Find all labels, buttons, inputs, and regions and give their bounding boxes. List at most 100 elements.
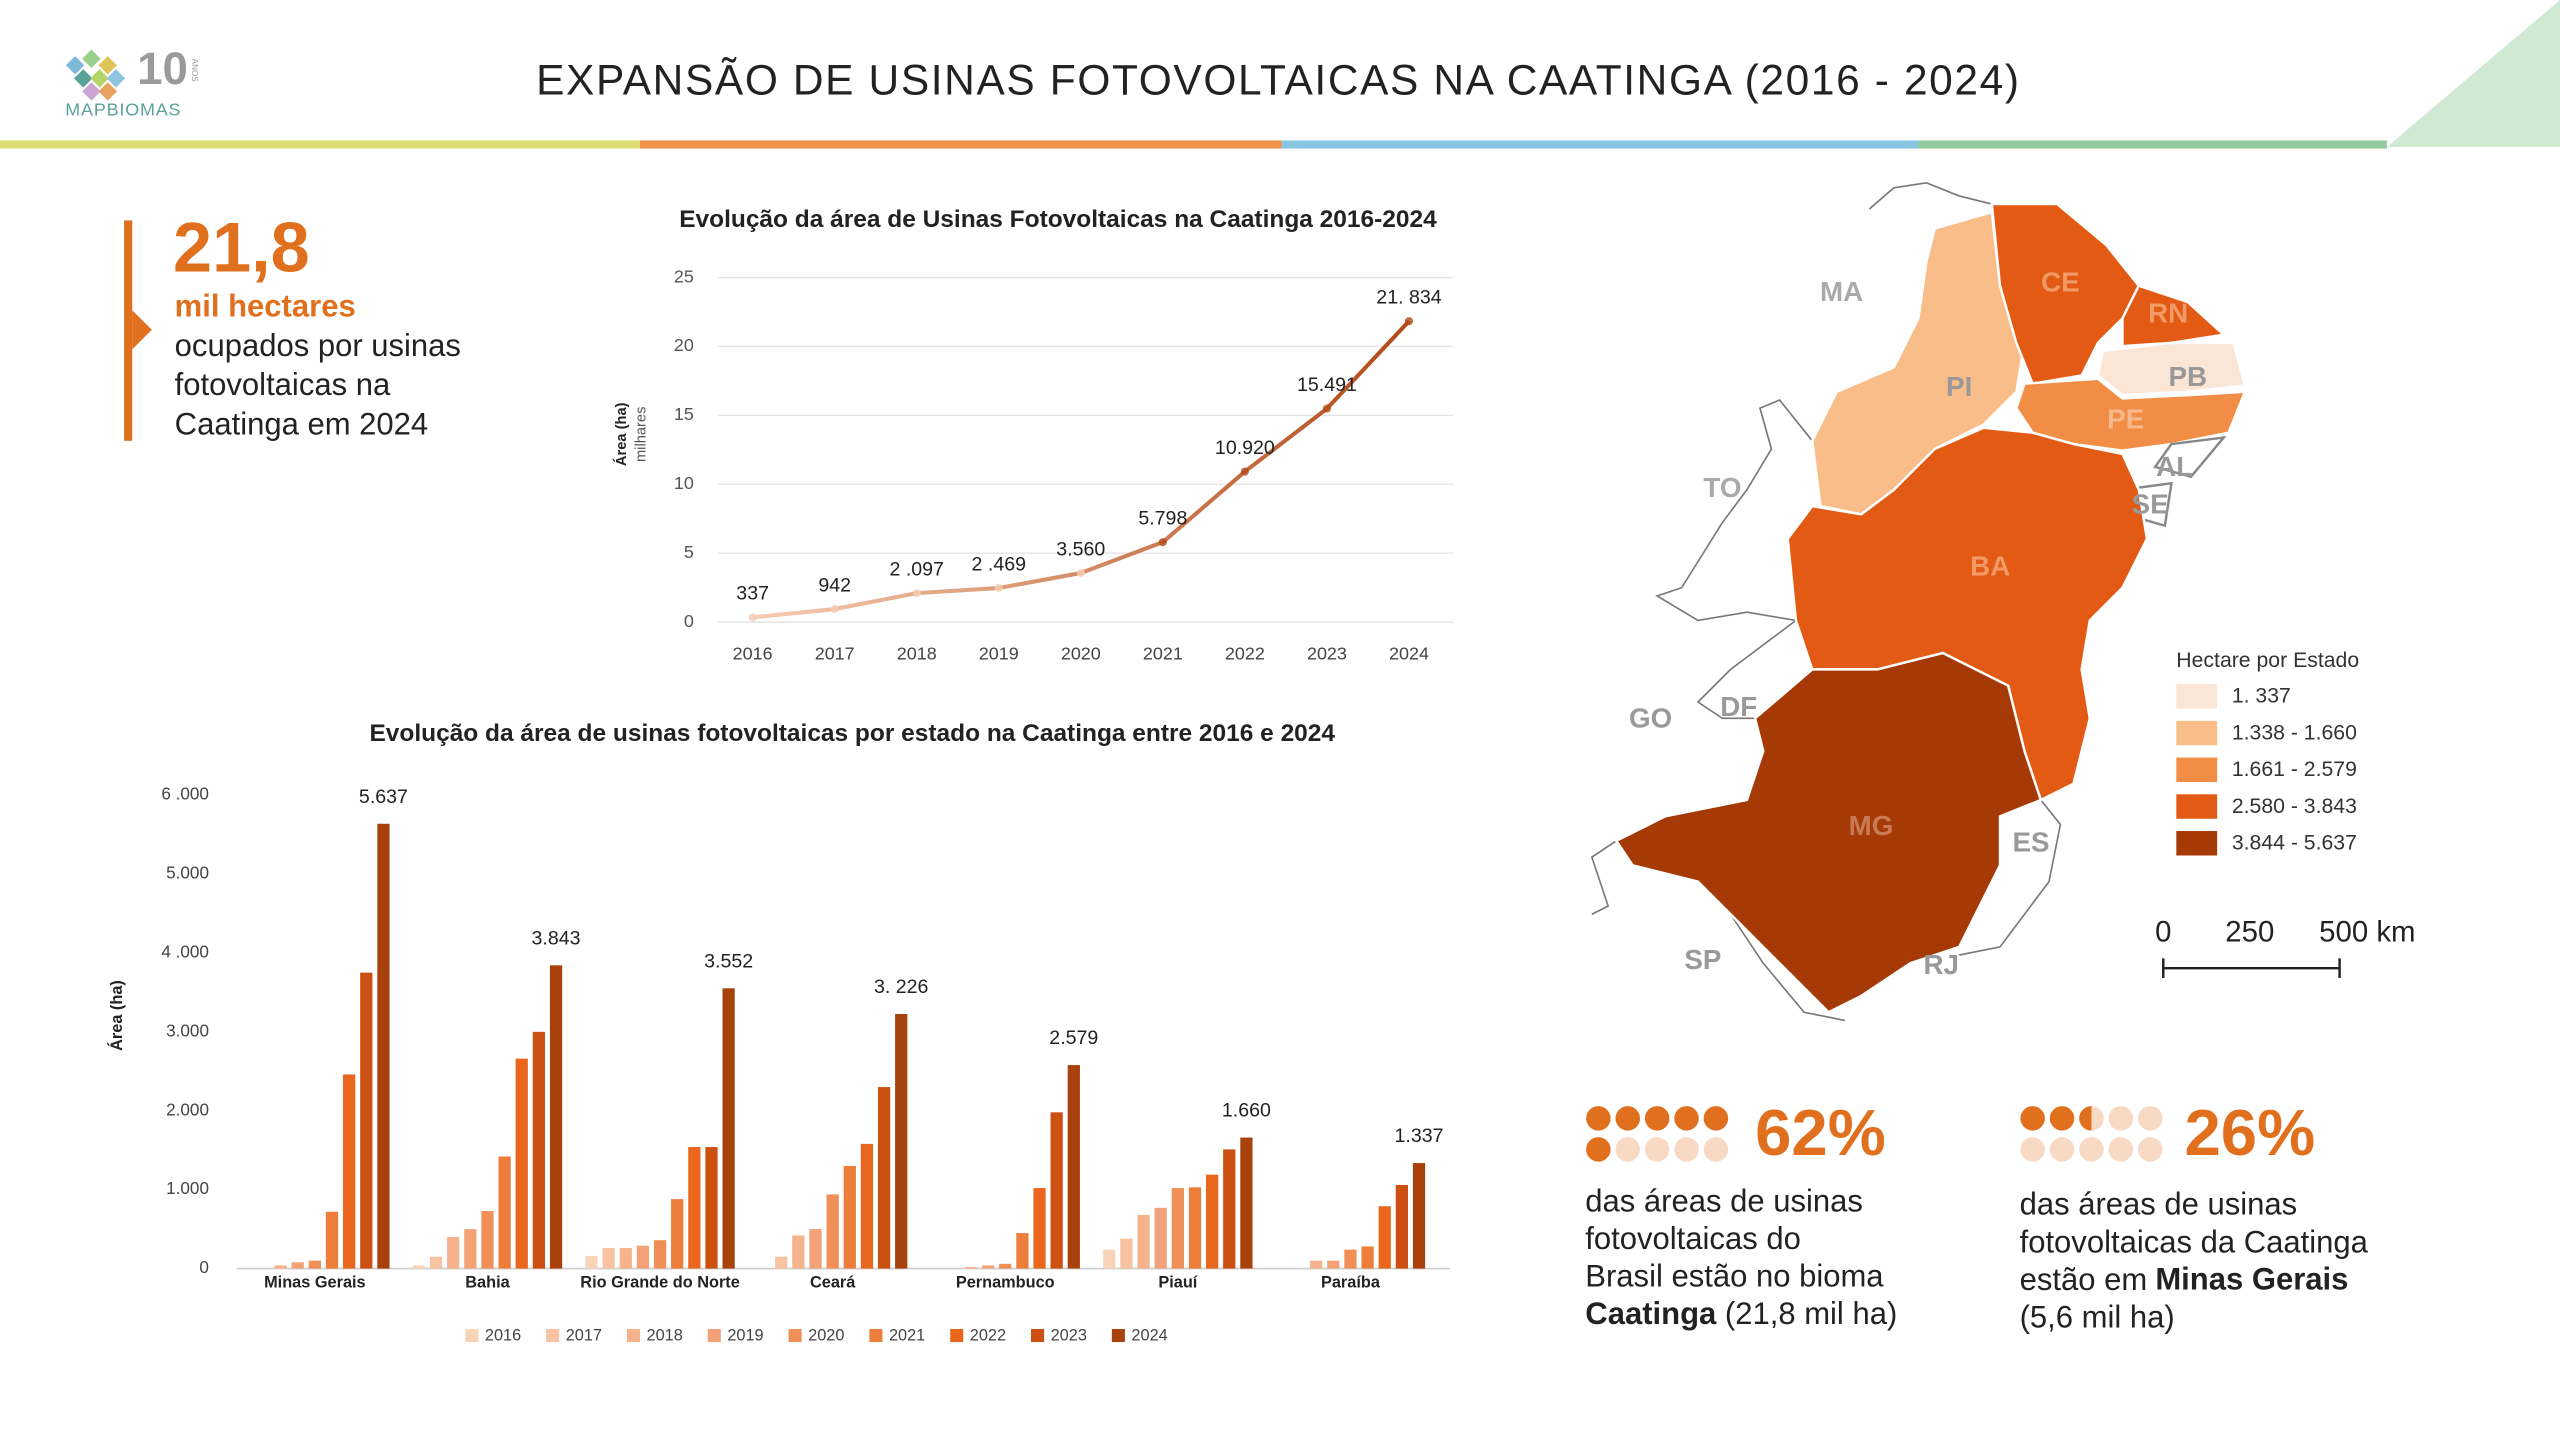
state-label: CE: [2041, 266, 2080, 297]
state-label: TO: [1703, 472, 1741, 503]
stat-dot: [2049, 1106, 2075, 1131]
bar: [515, 1058, 528, 1269]
legend-label: 3.844 - 5.637: [2232, 832, 2357, 855]
bar: [585, 1255, 598, 1269]
bar: [1137, 1214, 1150, 1269]
x-tick-label: Rio Grande do Norte: [580, 1274, 740, 1292]
stat-line: das áreas de usinas: [2020, 1187, 2298, 1222]
bar: [291, 1262, 304, 1269]
value-label: 2 .469: [972, 553, 1026, 575]
value-label: 3.552: [704, 950, 753, 972]
y-tick-label: 20: [674, 335, 694, 355]
point: [748, 613, 757, 622]
bar: [412, 1265, 426, 1269]
y-axis-label: Área (ha): [107, 980, 126, 1051]
legend-swatch: [2176, 757, 2218, 783]
bar: [688, 1147, 701, 1269]
bar: [1154, 1207, 1167, 1269]
state-label: PE: [2107, 404, 2144, 435]
x-tick-label: Minas Gerais: [264, 1274, 366, 1292]
bar: [619, 1248, 632, 1269]
bar: [308, 1260, 321, 1269]
header-bar: [0, 140, 640, 149]
scale-label: 250: [2225, 916, 2274, 949]
legend-swatch: [788, 1328, 802, 1343]
bar: [775, 1256, 788, 1269]
bar: [549, 965, 563, 1269]
bar: [1033, 1188, 1046, 1269]
highlight-bar: [124, 220, 133, 441]
state-pb: [2096, 341, 2247, 397]
page-title: EXPANSÃO DE USINAS FOTOVOLTAICAS NA CAAT…: [536, 56, 2021, 103]
value-label: 3.843: [532, 927, 581, 949]
y-tick-label: 1.000: [166, 1178, 209, 1198]
bar: [1361, 1246, 1374, 1269]
state-label: BA: [1970, 550, 2010, 581]
state-label: GO: [1629, 702, 1672, 733]
bar: [447, 1237, 460, 1269]
state-label: DF: [1720, 691, 1757, 722]
value-label: 1.337: [1395, 1125, 1444, 1147]
stat-line: das áreas de usinas: [1585, 1183, 1863, 1218]
y-tick-label: 2.000: [166, 1099, 209, 1119]
chart-title: Evolução da área de usinas fotovoltaicas…: [369, 720, 1335, 747]
state-label: RJ: [1923, 949, 1958, 980]
stat-line: estão em Minas Gerais: [2020, 1262, 2349, 1297]
value-label: 3. 226: [874, 976, 929, 998]
state-mg: [1614, 651, 2043, 1014]
bar: [602, 1248, 615, 1269]
bar: [464, 1229, 477, 1269]
highlight-text: ocupados por usinas fotovoltaicas na Caati…: [175, 328, 461, 441]
legend-label: 2016: [485, 1327, 521, 1345]
bar: [981, 1265, 995, 1269]
y-tick-label: 15: [674, 404, 694, 424]
legend-swatch: [1031, 1328, 1045, 1343]
stat-line: fotovoltaicas da Caatinga: [2020, 1224, 2369, 1259]
state-ce: [1990, 202, 2141, 386]
logo-name: MAPBIOMAS: [65, 100, 181, 120]
scale-label: 0: [2155, 916, 2171, 949]
stat-dot: [1644, 1137, 1670, 1162]
bar: [964, 1266, 978, 1269]
stat-dot: [2049, 1137, 2075, 1162]
stat-line: Brasil estão no bioma: [1585, 1259, 1884, 1294]
bar: [481, 1210, 494, 1269]
bar: [653, 1240, 667, 1269]
bar-chart: Evolução da área de usinas fotovoltaicas…: [107, 720, 1450, 1345]
y-axis-unit: milhares: [634, 407, 650, 463]
point: [1158, 538, 1167, 547]
bar: [429, 1256, 443, 1269]
header-bar: [640, 140, 1282, 149]
legend-swatch: [2176, 684, 2218, 709]
legend-swatch: [1111, 1328, 1125, 1343]
state-al: [2153, 435, 2227, 479]
x-tick-label: 2017: [815, 643, 855, 663]
value-label: 3.560: [1056, 538, 1105, 560]
value-label: 337: [736, 583, 769, 605]
scale-label: 500 km: [2319, 916, 2415, 949]
x-tick-label: 2022: [1225, 643, 1265, 663]
state-label: RN: [2148, 297, 2188, 328]
legend-label: 1. 337: [2232, 685, 2291, 708]
y-tick-label: 10: [674, 473, 694, 493]
state-label: ES: [2013, 826, 2050, 857]
header-bar: [1281, 140, 1919, 149]
point: [1240, 467, 1249, 476]
chart-title: Evolução da área de Usinas Fotovoltaicas…: [679, 206, 1437, 233]
point: [1076, 568, 1085, 578]
y-tick-label: 5: [684, 542, 694, 562]
value-label: 10.920: [1215, 437, 1275, 459]
point: [830, 604, 839, 614]
bar: [792, 1235, 805, 1269]
stat-bold: Minas Gerais: [2155, 1262, 2348, 1297]
stat-dot: [1674, 1106, 1699, 1131]
bar: [1120, 1238, 1133, 1269]
header-bar: [1918, 140, 2387, 149]
value-label: 15.491: [1297, 374, 1357, 396]
stat-dot: [2020, 1137, 2045, 1162]
legend-swatch: [2176, 794, 2218, 819]
value-label: 5.798: [1138, 507, 1187, 529]
value-label: 2.579: [1049, 1027, 1098, 1049]
stat-dot: [1703, 1106, 1729, 1131]
stat-line: fotovoltaicas do: [1585, 1221, 1801, 1256]
